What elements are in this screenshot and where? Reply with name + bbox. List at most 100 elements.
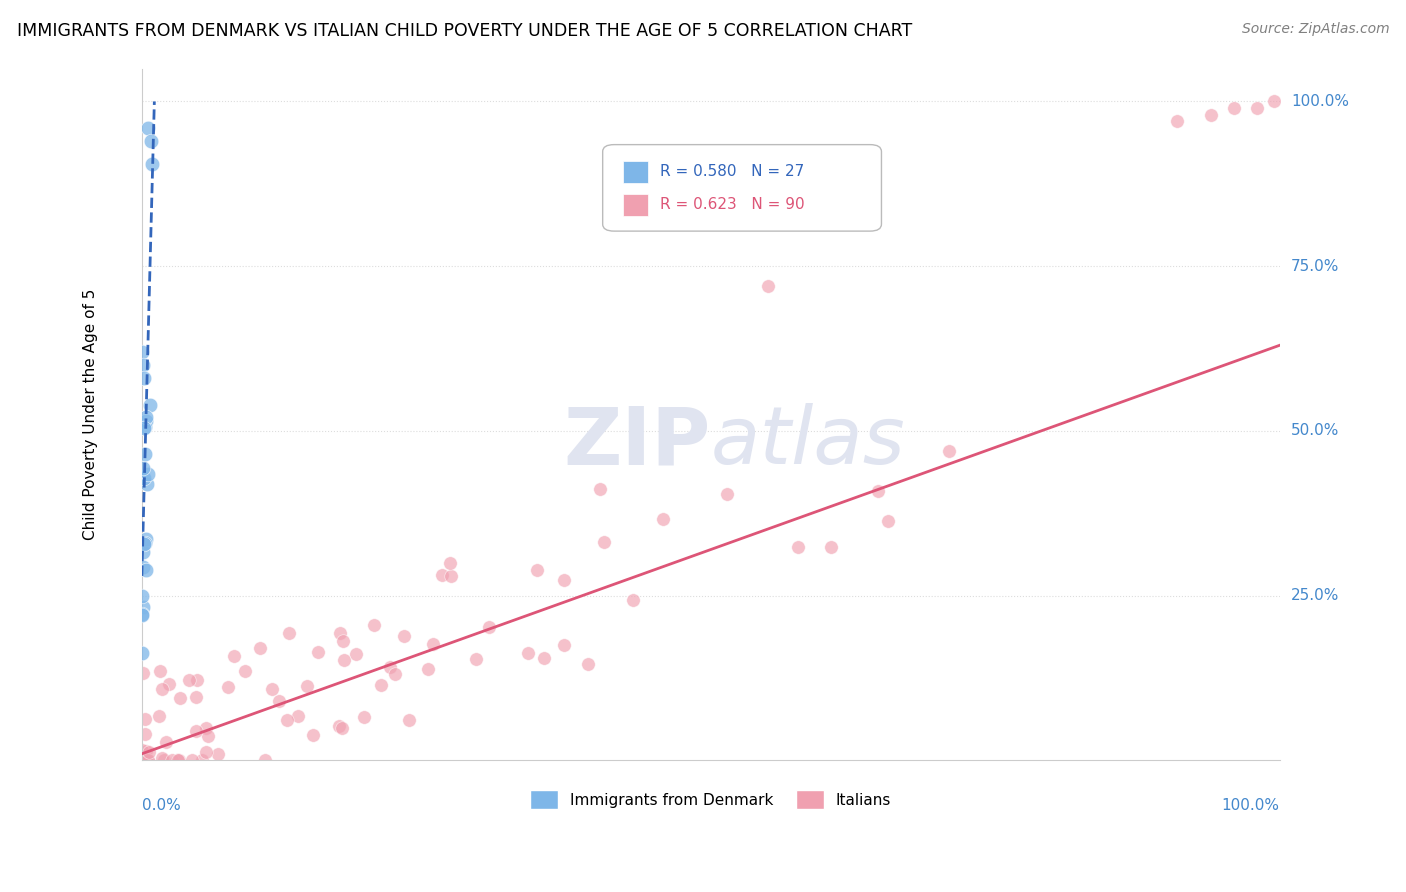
Point xyxy=(938,443,960,458)
Text: 0.0%: 0.0% xyxy=(142,798,180,814)
Point xyxy=(135,533,157,547)
Point xyxy=(150,681,173,696)
Point xyxy=(332,634,354,648)
Point xyxy=(135,410,157,425)
Point xyxy=(621,593,644,607)
Point xyxy=(131,607,153,621)
Point xyxy=(422,638,444,652)
Point xyxy=(184,690,207,704)
Point xyxy=(465,652,488,666)
Point xyxy=(141,157,163,171)
Point xyxy=(1223,101,1246,115)
Point xyxy=(134,712,156,726)
Point xyxy=(186,673,208,688)
Point xyxy=(134,419,156,434)
Text: atlas: atlas xyxy=(711,403,905,481)
Point xyxy=(138,745,160,759)
Point xyxy=(756,279,779,293)
Text: 100.0%: 100.0% xyxy=(1222,798,1279,814)
Text: 75.0%: 75.0% xyxy=(1291,259,1339,274)
Point xyxy=(330,721,353,735)
Point xyxy=(191,753,214,767)
Point xyxy=(160,753,183,767)
Point xyxy=(134,447,156,461)
Text: Child Poverty Under the Age of 5: Child Poverty Under the Age of 5 xyxy=(83,289,98,541)
Point xyxy=(135,414,157,428)
Point xyxy=(131,545,153,559)
Point xyxy=(254,753,277,767)
Point xyxy=(716,487,738,501)
Point xyxy=(384,667,406,681)
Point xyxy=(233,664,256,678)
Point xyxy=(267,694,290,708)
Point xyxy=(276,713,298,727)
Text: Source: ZipAtlas.com: Source: ZipAtlas.com xyxy=(1241,22,1389,37)
Point xyxy=(363,617,385,632)
Point xyxy=(179,673,201,687)
Point xyxy=(195,721,218,735)
Point xyxy=(370,677,392,691)
FancyBboxPatch shape xyxy=(623,194,648,216)
Point xyxy=(344,647,367,661)
Point xyxy=(153,753,176,767)
Point xyxy=(132,371,155,385)
Point xyxy=(131,599,153,614)
Point xyxy=(136,753,159,767)
Point xyxy=(155,735,177,749)
Point xyxy=(224,648,246,663)
Point xyxy=(589,482,612,496)
Point xyxy=(328,719,350,733)
Point xyxy=(134,470,156,484)
Point xyxy=(148,708,170,723)
Point xyxy=(217,680,239,694)
Point xyxy=(135,564,157,578)
Point xyxy=(136,753,159,767)
Point xyxy=(132,559,155,574)
Point xyxy=(307,645,329,659)
Point xyxy=(332,653,354,667)
Point xyxy=(169,753,191,767)
Point xyxy=(169,690,191,705)
FancyBboxPatch shape xyxy=(623,161,648,183)
Point xyxy=(131,665,153,680)
Text: 100.0%: 100.0% xyxy=(1291,94,1348,109)
Point xyxy=(1263,95,1285,109)
Point xyxy=(139,134,162,148)
Point xyxy=(132,461,155,475)
Point xyxy=(302,728,325,742)
Text: IMMIGRANTS FROM DENMARK VS ITALIAN CHILD POVERTY UNDER THE AGE OF 5 CORRELATION : IMMIGRANTS FROM DENMARK VS ITALIAN CHILD… xyxy=(17,22,912,40)
Point xyxy=(134,535,156,549)
Point xyxy=(866,484,889,499)
Point xyxy=(260,681,283,696)
Point xyxy=(526,564,548,578)
Point xyxy=(135,744,157,758)
Text: 25.0%: 25.0% xyxy=(1291,588,1339,603)
Point xyxy=(136,120,159,135)
Point xyxy=(553,573,575,587)
Point xyxy=(132,358,155,372)
Point xyxy=(149,665,172,679)
Point xyxy=(353,709,375,723)
Point xyxy=(184,723,207,738)
Point xyxy=(329,625,352,640)
Legend: Immigrants from Denmark, Italians: Immigrants from Denmark, Italians xyxy=(524,784,897,815)
Point xyxy=(432,567,454,582)
Point xyxy=(1246,101,1268,115)
Point xyxy=(278,626,301,640)
Point xyxy=(131,607,153,622)
Text: R = 0.580   N = 27: R = 0.580 N = 27 xyxy=(659,164,804,179)
Point xyxy=(440,569,463,583)
Point xyxy=(287,709,309,723)
Point xyxy=(593,535,616,549)
Point xyxy=(207,747,229,761)
Point xyxy=(132,753,155,767)
Point xyxy=(553,638,575,652)
Text: 50.0%: 50.0% xyxy=(1291,424,1339,439)
Point xyxy=(135,477,157,491)
Point xyxy=(181,753,204,767)
Point xyxy=(132,537,155,551)
Point xyxy=(651,512,673,526)
Point xyxy=(157,676,180,690)
Point xyxy=(135,753,157,767)
Point xyxy=(576,657,599,671)
